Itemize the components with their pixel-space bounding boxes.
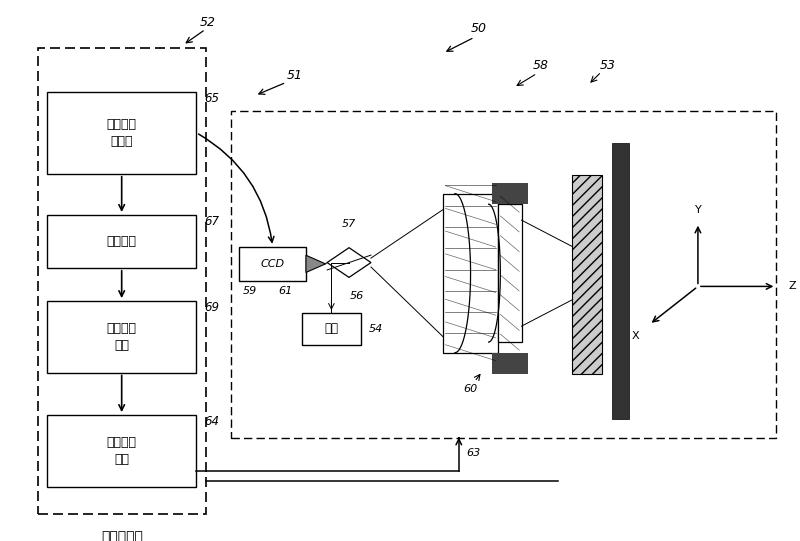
Text: 57: 57: [342, 219, 356, 229]
Bar: [47, 91, 196, 174]
Bar: [47, 301, 196, 373]
Bar: [47, 215, 196, 268]
Text: 显示表面
构型: 显示表面 构型: [106, 322, 137, 352]
Text: CCD: CCD: [261, 259, 285, 269]
Text: 64: 64: [204, 415, 219, 428]
Polygon shape: [327, 248, 371, 278]
Bar: [443, 194, 498, 353]
Text: 69: 69: [204, 301, 219, 314]
Text: Y: Y: [694, 205, 702, 215]
Text: 54: 54: [369, 324, 383, 334]
Bar: [231, 111, 776, 438]
Bar: [492, 183, 528, 204]
Bar: [239, 247, 306, 281]
Text: 60: 60: [463, 385, 478, 394]
Text: 58: 58: [533, 58, 549, 71]
Text: 56: 56: [350, 291, 364, 301]
Bar: [47, 415, 196, 486]
Text: 驱动电子
设备: 驱动电子 设备: [106, 436, 137, 466]
Bar: [38, 48, 206, 514]
Text: 52: 52: [200, 16, 216, 29]
Polygon shape: [306, 255, 326, 273]
Text: 50: 50: [470, 22, 486, 35]
Text: 65: 65: [204, 91, 219, 104]
Bar: [302, 313, 361, 345]
Bar: [573, 175, 602, 374]
Text: 数据处理: 数据处理: [106, 235, 137, 248]
Text: X: X: [631, 332, 639, 341]
Text: 67: 67: [204, 215, 219, 228]
Text: Z: Z: [788, 281, 796, 292]
Text: 计算机控制: 计算机控制: [101, 530, 143, 541]
Text: 59: 59: [243, 286, 258, 296]
Bar: [492, 353, 528, 374]
Bar: [612, 143, 629, 419]
Text: 激光: 激光: [325, 322, 338, 335]
Text: 53: 53: [600, 58, 616, 71]
Text: 51: 51: [286, 69, 302, 82]
Text: 数据采集
和存储: 数据采集 和存储: [106, 117, 137, 148]
Text: 63: 63: [466, 448, 481, 458]
Bar: [498, 204, 522, 342]
Text: 61: 61: [278, 286, 293, 296]
